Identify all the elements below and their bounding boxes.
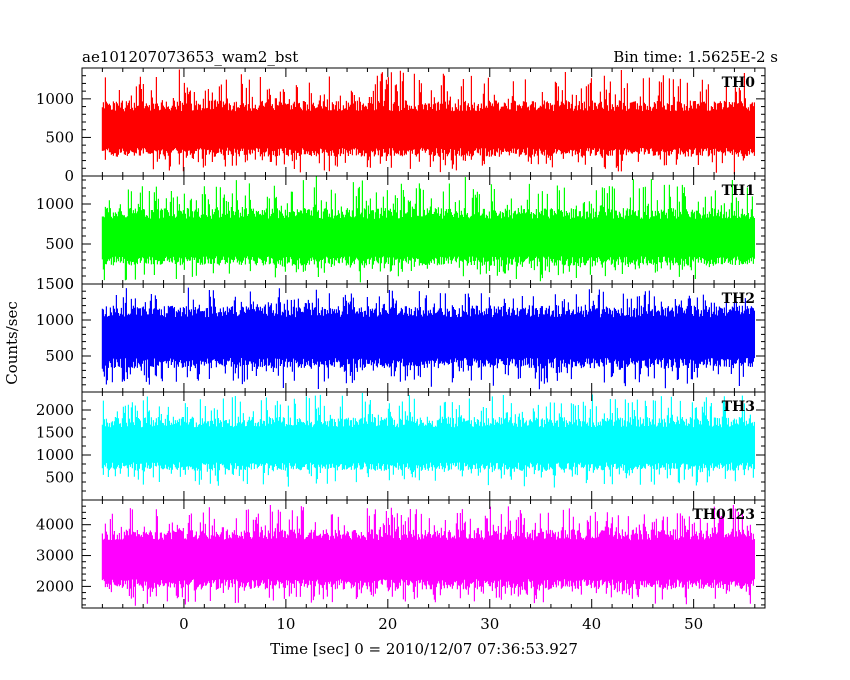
y-tick-label: 4000 (36, 516, 74, 534)
series-th3 (101, 393, 755, 488)
plot-title: ae101207073653_wam2_bst (82, 48, 298, 66)
y-tick-label: 1000 (36, 446, 74, 464)
y-tick-label: 0 (64, 167, 74, 185)
y-tick-label: 1000 (36, 195, 74, 213)
x-tick-label: 30 (480, 615, 499, 633)
y-tick-label: 500 (45, 347, 74, 365)
panel-label-th0: TH0 (722, 75, 756, 91)
y-tick-label: 0 (64, 275, 74, 293)
panels-group: 0 500 1000 TH0 0 500 1000 TH1 500 1000 1500 TH2 500 1… (36, 67, 766, 609)
y-tick-label: 1500 (36, 424, 74, 442)
y-tick-label: 500 (45, 235, 74, 253)
panel-th1: 0 500 1000 TH1 (36, 175, 766, 293)
x-tick-label: 0 (179, 615, 189, 633)
x-tick-label: 50 (684, 615, 703, 633)
panel-th3: 500 1000 1500 2000 TH3 (36, 391, 766, 501)
series-th2 (101, 287, 755, 390)
x-axis: 0 10 20 30 40 50 (179, 615, 703, 633)
x-axis-label: Time [sec] 0 = 2010/12/07 07:36:53.927 (270, 640, 578, 658)
y-tick-label: 1500 (36, 275, 74, 293)
bin-time-label: Bin time: 1.5625E-2 s (613, 48, 778, 66)
y-axis-label: Counts/sec (3, 301, 21, 385)
y-tick-label: 2000 (36, 577, 74, 595)
y-tick-label: 3000 (36, 547, 74, 565)
panel-label-th1: TH1 (722, 183, 755, 199)
panel-frame (81, 499, 766, 609)
series-th0123 (101, 505, 755, 606)
panel-th0: 0 500 1000 TH0 (36, 67, 766, 185)
x-tick-label: 10 (276, 615, 295, 633)
y-tick-label: 500 (45, 469, 74, 487)
y-tick-label: 500 (45, 128, 74, 146)
panel-th0123: 2000 3000 4000 TH0123 (36, 499, 766, 609)
series-th1 (101, 176, 755, 283)
series-th0 (101, 69, 755, 174)
panel-label-th3: TH3 (722, 399, 755, 415)
y-tick-label: 2000 (36, 401, 74, 419)
x-tick-label: 20 (378, 615, 397, 633)
y-tick-label: 1000 (36, 311, 74, 329)
x-tick-label: 40 (582, 615, 601, 633)
panel-label-th2: TH2 (722, 291, 755, 307)
panel-label-th0123: TH0123 (692, 507, 755, 523)
y-tick-label: 1000 (36, 90, 74, 108)
panel-th2: 500 1000 1500 TH2 (36, 275, 766, 393)
